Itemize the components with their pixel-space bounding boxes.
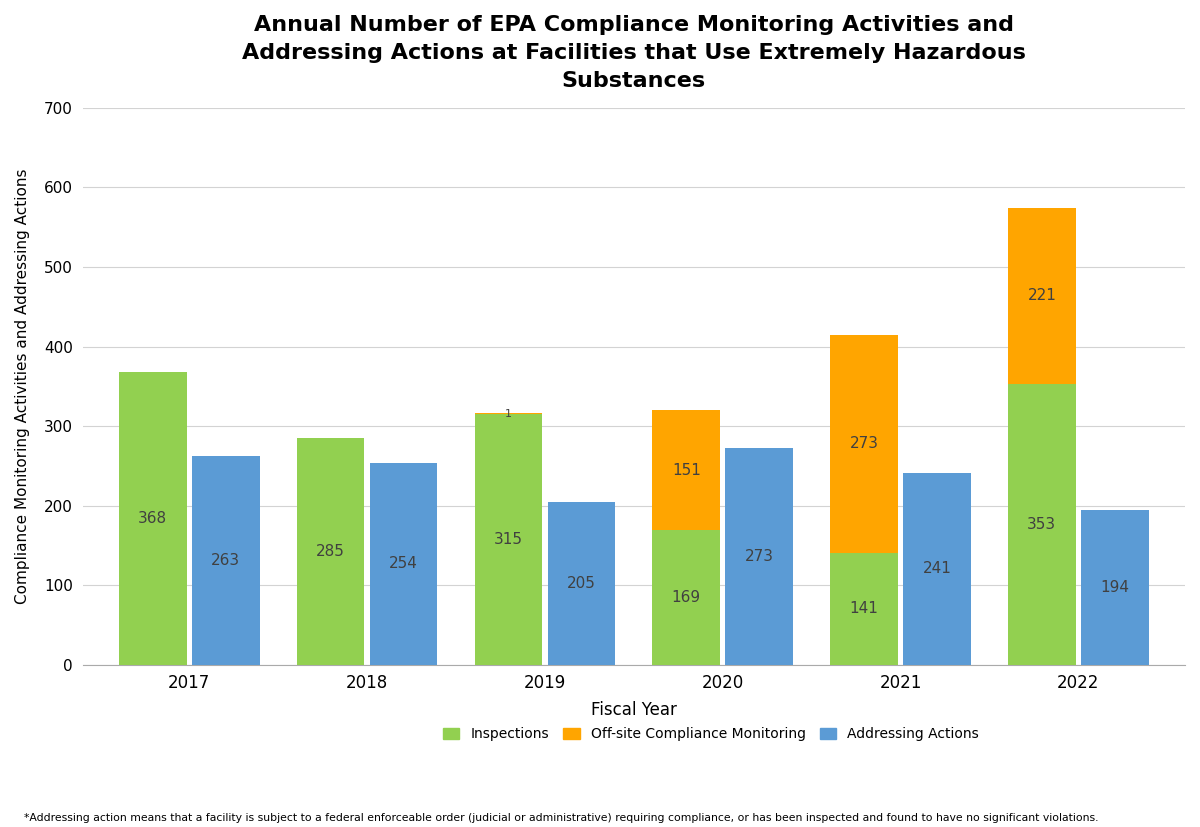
Bar	[119, 372, 187, 665]
Bar	[830, 336, 898, 552]
Text: 273: 273	[745, 548, 774, 564]
Text: 1: 1	[505, 409, 512, 418]
Text: 205: 205	[566, 576, 595, 590]
Bar	[830, 552, 898, 665]
Text: 194: 194	[1100, 580, 1129, 595]
Text: 368: 368	[138, 511, 168, 526]
Text: 169: 169	[672, 590, 701, 605]
Bar	[370, 462, 437, 665]
Bar	[904, 473, 971, 665]
Text: 285: 285	[317, 544, 346, 559]
Bar	[1008, 208, 1075, 384]
Text: 263: 263	[211, 552, 240, 567]
Text: 151: 151	[672, 463, 701, 478]
Text: 241: 241	[923, 562, 952, 576]
X-axis label: Fiscal Year: Fiscal Year	[590, 700, 677, 719]
Y-axis label: Compliance Monitoring Activities and Addressing Actions: Compliance Monitoring Activities and Add…	[14, 169, 30, 604]
Title: Annual Number of EPA Compliance Monitoring Activities and
Addressing Actions at : Annual Number of EPA Compliance Monitori…	[242, 15, 1026, 91]
Bar	[1008, 384, 1075, 665]
Text: *Addressing action means that a facility is subject to a federal enforceable ord: *Addressing action means that a facility…	[24, 813, 1098, 823]
Bar	[725, 447, 793, 665]
Text: 273: 273	[850, 437, 878, 452]
Text: 254: 254	[389, 557, 418, 571]
Bar	[547, 502, 616, 665]
Bar	[296, 438, 365, 665]
Bar	[475, 414, 542, 665]
Text: 315: 315	[494, 532, 523, 547]
Text: 141: 141	[850, 601, 878, 616]
Bar	[192, 456, 259, 665]
Bar	[653, 410, 720, 530]
Bar	[1081, 510, 1148, 665]
Text: 221: 221	[1027, 289, 1056, 304]
Text: 353: 353	[1027, 517, 1056, 532]
Legend: Inspections, Off-site Compliance Monitoring, Addressing Actions: Inspections, Off-site Compliance Monitor…	[437, 722, 985, 747]
Bar	[653, 530, 720, 665]
